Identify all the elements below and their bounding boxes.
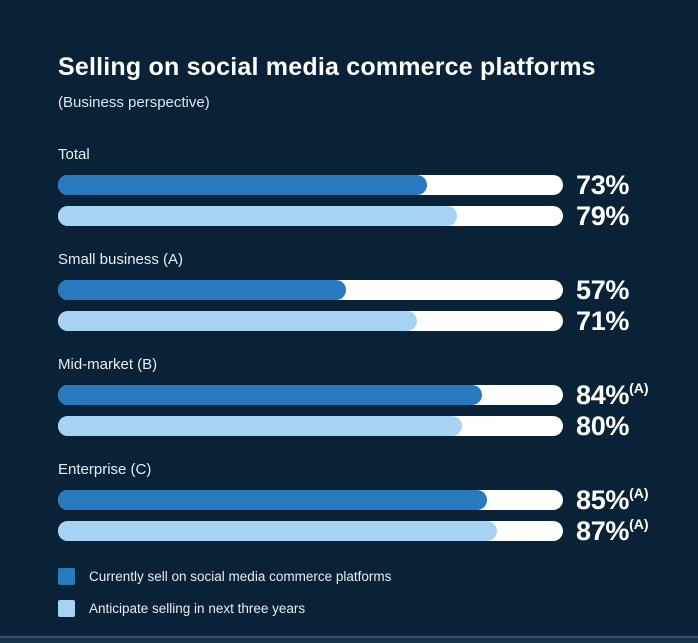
bar-fill <box>58 206 457 226</box>
percent-note: (A) <box>629 379 649 396</box>
chart-legend: Currently sell on social media commerce … <box>58 568 668 617</box>
bar-track <box>58 280 563 300</box>
percent-value: 73% <box>576 169 630 200</box>
legend-swatch-anticipate <box>58 600 75 617</box>
percent-label: 73% <box>576 169 630 200</box>
chart-title: Selling on social media commerce platfor… <box>58 53 596 81</box>
percent-note: (A) <box>629 515 649 532</box>
bar-group: Mid-market (B) 84%(A) 80% <box>58 355 668 439</box>
percent-label: 84%(A) <box>576 379 649 410</box>
bar-fill <box>58 175 427 195</box>
bar-track <box>58 490 563 510</box>
percent-note: (A) <box>629 484 649 501</box>
percent-label: 71% <box>576 305 630 336</box>
bar-row: 84%(A) <box>58 381 668 408</box>
bar-track <box>58 175 563 195</box>
percent-value: 84% <box>576 379 630 410</box>
bar-fill <box>58 385 483 405</box>
legend-label: Currently sell on social media commerce … <box>89 569 392 584</box>
window-bottom-edge <box>0 636 698 643</box>
legend-swatch-current <box>58 568 75 585</box>
legend-item: Currently sell on social media commerce … <box>58 568 668 585</box>
percent-label: 87%(A) <box>576 515 649 546</box>
percent-label: 80% <box>576 410 630 441</box>
bar-row: 87%(A) <box>58 517 668 544</box>
bar-fill <box>58 521 498 541</box>
bar-track <box>58 385 563 405</box>
percent-value: 79% <box>576 200 630 231</box>
percent-value: 80% <box>576 410 630 441</box>
bar-row: 85%(A) <box>58 486 668 513</box>
percent-value: 87% <box>576 515 630 546</box>
group-label: Total <box>58 146 90 163</box>
percent-label: 79% <box>576 200 630 231</box>
bar-row: 80% <box>58 412 668 439</box>
percent-value: 71% <box>576 305 630 336</box>
bar-fill <box>58 280 346 300</box>
bar-track <box>58 206 563 226</box>
percent-label: 85%(A) <box>576 484 649 515</box>
bar-row: 79% <box>58 202 668 229</box>
percent-value: 85% <box>576 484 630 515</box>
group-label: Mid-market (B) <box>58 356 158 373</box>
bar-row: 71% <box>58 307 668 334</box>
bar-fill <box>58 311 417 331</box>
percent-value: 57% <box>576 274 630 305</box>
bar-track <box>58 311 563 331</box>
chart-subtitle: (Business perspective) <box>58 94 210 111</box>
legend-label: Anticipate selling in next three years <box>89 601 306 616</box>
bar-track <box>58 416 563 436</box>
chart-groups: Total 73% 79% Small business (A) 57 <box>58 145 668 544</box>
bar-group: Enterprise (C) 85%(A) 87%(A) <box>58 460 668 544</box>
bar-row: 73% <box>58 171 668 198</box>
bar-fill <box>58 416 462 436</box>
bar-track <box>58 521 563 541</box>
bar-row: 57% <box>58 276 668 303</box>
bar-group: Total 73% 79% <box>58 145 668 229</box>
group-label: Enterprise (C) <box>58 461 152 478</box>
bar-group: Small business (A) 57% 71% <box>58 250 668 334</box>
group-label: Small business (A) <box>58 251 184 268</box>
legend-item: Anticipate selling in next three years <box>58 600 668 617</box>
bar-fill <box>58 490 488 510</box>
percent-label: 57% <box>576 274 630 305</box>
